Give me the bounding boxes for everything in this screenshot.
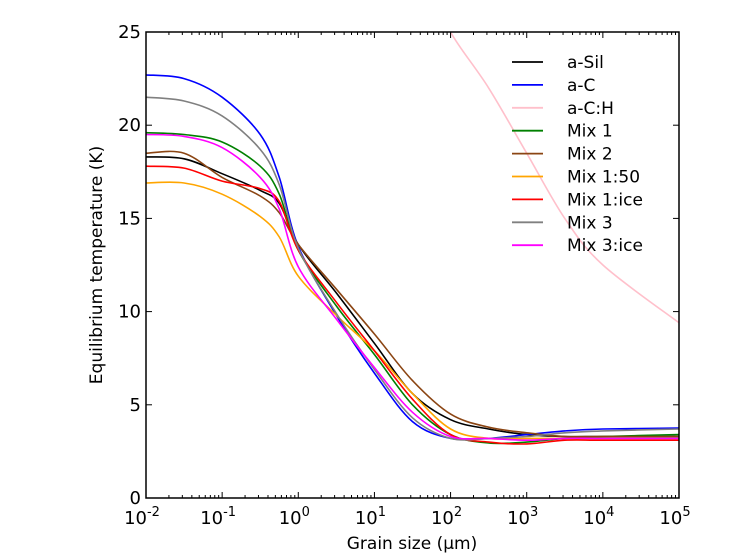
- y-tick-label: 5: [130, 395, 141, 416]
- x-tick-label: 105: [659, 505, 690, 529]
- y-tick-labels: 0 5 10 15 20 25: [118, 22, 141, 509]
- legend-item: Mix 1: [512, 122, 613, 142]
- plot-frame: [145, 31, 680, 499]
- y-tick-label: 20: [118, 115, 141, 136]
- x-tick-label: 10-2: [124, 505, 160, 529]
- series-line-a-c-h: [449, 32, 679, 324]
- legend-label: Mix 3:ice: [567, 236, 643, 256]
- legend-label: Mix 3: [567, 213, 613, 233]
- legend-label: Mix 1:ice: [567, 190, 643, 210]
- x-axis-title: Grain size (μm): [347, 534, 478, 554]
- series-line-mix-1-ice: [146, 165, 679, 445]
- x-tick-labels: 10-2 10-1 100 101 102 103 104 105: [124, 505, 691, 529]
- y-tick-label: 10: [118, 302, 141, 323]
- series-line-mix-3: [146, 96, 679, 441]
- legend-label: Mix 1:50: [567, 168, 640, 188]
- x-tick-label: 103: [507, 505, 538, 529]
- legend-item: Mix 1:50: [512, 168, 640, 188]
- ticks: [145, 31, 680, 499]
- series-line-mix-3-ice: [146, 133, 679, 442]
- legend-item: a-Sil: [512, 53, 604, 73]
- legend-item: Mix 1:ice: [512, 190, 643, 210]
- y-tick-label: 0: [130, 488, 141, 509]
- legend-label: a-Sil: [567, 53, 604, 73]
- legend-item: Mix 3:ice: [512, 236, 643, 256]
- x-tick-label: 102: [431, 505, 462, 529]
- legend-label: Mix 1: [567, 122, 613, 142]
- legend-item: Mix 2: [512, 145, 613, 165]
- x-tick-label: 101: [355, 505, 386, 529]
- series-line-a-c: [146, 74, 679, 441]
- y-tick-label: 25: [118, 22, 141, 43]
- legend-label: a-C:H: [567, 99, 614, 119]
- x-tick-label: 104: [583, 505, 614, 529]
- y-axis-title: Equilibrium temperature (K): [87, 146, 107, 384]
- legend-item: a-C: [512, 76, 595, 96]
- x-tick-label: 100: [279, 505, 310, 529]
- legend-label: a-C: [567, 76, 595, 96]
- y-tick-label: 15: [118, 208, 141, 229]
- legend-label: Mix 2: [567, 145, 613, 165]
- legend-item: Mix 3: [512, 213, 613, 233]
- x-tick-label: 10-1: [200, 505, 236, 529]
- legend-item: a-C:H: [512, 99, 614, 119]
